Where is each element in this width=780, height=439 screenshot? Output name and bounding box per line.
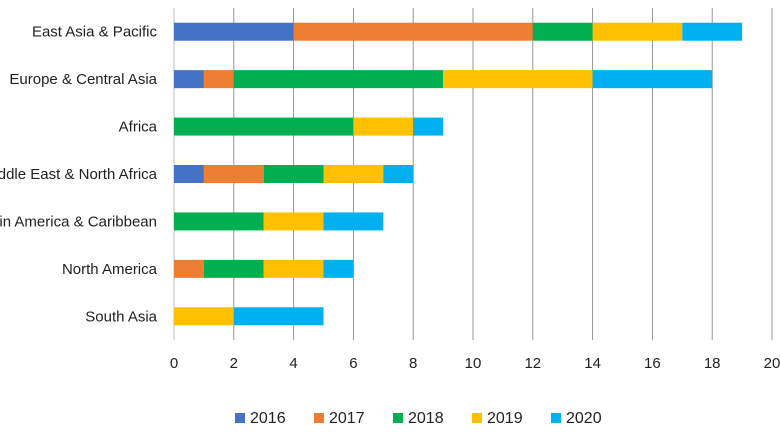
bars	[174, 22, 743, 326]
x-tick-label: 0	[170, 355, 178, 372]
legend-label-2019: 2019	[487, 410, 523, 427]
bar-latin-america-caribbean-2019	[263, 212, 324, 231]
category-label: Latin America & Caribbean	[0, 213, 157, 230]
bar-latin-america-caribbean-2020	[323, 212, 384, 231]
grid-lines	[173, 8, 773, 340]
legend-swatch-2020	[551, 413, 561, 423]
bar-south-asia-2019	[174, 307, 234, 326]
bar-middle-east-north-africa-2018	[263, 165, 324, 183]
category-labels: East Asia & Pacific Europe & Central Asia…	[0, 24, 158, 326]
x-tick-label: 4	[289, 355, 297, 372]
category-label: South Asia	[85, 308, 157, 325]
category-label: East Asia & Pacific	[32, 24, 158, 41]
bar-east-asia-pacific-2016	[174, 22, 294, 41]
legend-swatch-2018	[393, 413, 403, 423]
legend-swatch-2019	[472, 413, 482, 423]
x-tick-label: 2	[230, 355, 238, 372]
bar-north-america-2017	[174, 259, 204, 278]
x-tick-label: 12	[524, 355, 541, 372]
bar-middle-east-north-africa-2016	[174, 165, 204, 183]
bar-north-america-2020	[323, 259, 354, 278]
x-tick-label: 18	[704, 355, 721, 372]
legend: 2016 2017 2018 2019 2020	[235, 410, 602, 427]
legend-label-2018: 2018	[408, 410, 444, 427]
bar-north-america-2018	[203, 259, 264, 278]
x-tick-label: 16	[644, 355, 661, 372]
x-tick-label: 14	[584, 355, 601, 372]
legend-label-2017: 2017	[329, 410, 365, 427]
bar-latin-america-caribbean-2018	[174, 212, 264, 231]
bar-east-asia-pacific-2018	[532, 22, 593, 41]
x-tick-label: 8	[409, 355, 417, 372]
bar-north-america-2019	[263, 259, 324, 278]
bar-middle-east-north-africa-2017	[203, 165, 264, 183]
x-tick-labels: 0 2 4 6 8 10 12 14 16 18 20	[170, 355, 780, 372]
bar-africa-2018	[174, 117, 354, 136]
bar-middle-east-north-africa-2020	[383, 165, 414, 183]
category-label: North America	[62, 261, 158, 278]
bar-europe-central-asia-2019	[443, 70, 593, 89]
x-tick-label: 6	[349, 355, 357, 372]
bar-europe-central-asia-2017	[203, 70, 234, 89]
bar-east-asia-pacific-2017	[293, 22, 533, 41]
category-label: Europe & Central Asia	[9, 71, 157, 88]
bar-europe-central-asia-2020	[592, 70, 713, 89]
bar-south-asia-2020	[233, 307, 324, 326]
bar-east-asia-pacific-2019	[592, 22, 683, 41]
bar-africa-2020	[413, 117, 444, 136]
legend-label-2020: 2020	[566, 410, 602, 427]
bar-middle-east-north-africa-2019	[323, 165, 384, 183]
category-label: Middle East & North Africa	[0, 166, 158, 183]
legend-swatch-2017	[314, 413, 324, 423]
bar-europe-central-asia-2016	[174, 70, 204, 89]
bar-africa-2019	[353, 117, 414, 136]
x-tick-label: 10	[465, 355, 482, 372]
x-tick-label: 20	[764, 355, 780, 372]
category-label: Africa	[119, 119, 158, 136]
bar-europe-central-asia-2018	[233, 70, 444, 89]
bar-east-asia-pacific-2020	[682, 22, 743, 41]
legend-swatch-2016	[235, 413, 245, 423]
legend-label-2016: 2016	[250, 410, 286, 427]
